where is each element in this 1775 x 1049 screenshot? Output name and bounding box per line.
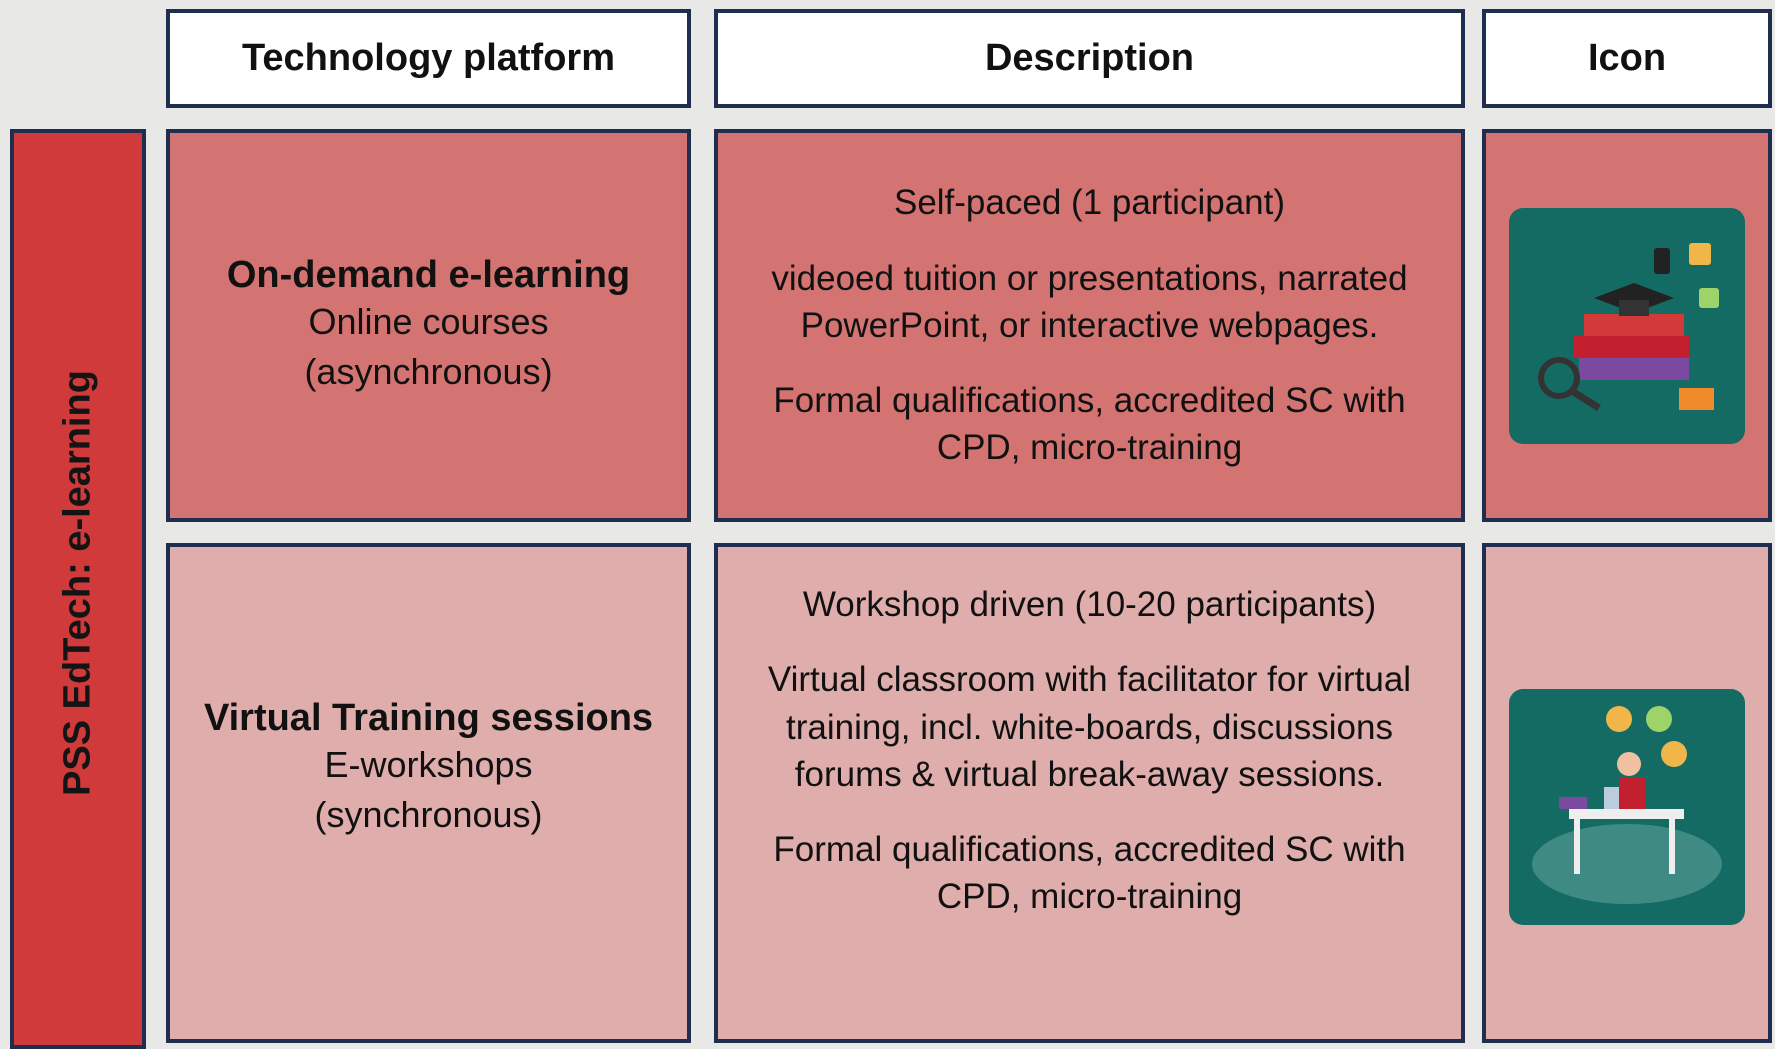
header-text: Description xyxy=(984,37,1195,79)
header-cell: Description xyxy=(714,9,1465,108)
icon-cell xyxy=(1482,129,1772,522)
description-text: videoed tuition or presentations, narrat… xyxy=(771,258,1408,345)
platform-title: Virtual Training sessions xyxy=(203,697,654,739)
description-text: Self-paced (1 participant) xyxy=(893,183,1286,223)
side-label: PSS EdTech: e-learning xyxy=(56,370,99,796)
platform-subtitle: (synchronous) xyxy=(314,794,543,836)
icon-cell xyxy=(1482,543,1772,1043)
description-text: Formal qualifications, accredited SC wit… xyxy=(773,830,1406,917)
platform-cell: On-demand e-learning Online courses (asy… xyxy=(166,129,691,522)
header-cell: Technology platform xyxy=(166,9,691,108)
description-text: Workshop driven (10-20 participants) xyxy=(802,585,1377,624)
description-text: Virtual classroom with facilitator for v… xyxy=(767,660,1412,794)
platform-title: On-demand e-learning xyxy=(226,253,631,296)
side-bar: PSS EdTech: e-learning xyxy=(10,129,146,1049)
header-text: Technology platform xyxy=(242,37,615,79)
description-cell: Workshop driven (10-20 participants) Vir… xyxy=(714,543,1465,1043)
description-cell: Self-paced (1 participant) videoed tuiti… xyxy=(714,129,1465,522)
icon xyxy=(1509,207,1745,444)
icon xyxy=(1509,689,1745,925)
platform-cell: Virtual Training sessions E-workshops (s… xyxy=(166,543,691,1043)
platform-subtitle: (asynchronous) xyxy=(304,351,553,392)
description-text: Formal qualifications, accredited SC wit… xyxy=(773,381,1406,468)
platform-subtitle: E-workshops xyxy=(324,744,533,785)
platform-subtitle: Online courses xyxy=(308,300,549,342)
header-text: Icon xyxy=(1587,37,1667,79)
header-cell: Icon xyxy=(1482,9,1772,108)
